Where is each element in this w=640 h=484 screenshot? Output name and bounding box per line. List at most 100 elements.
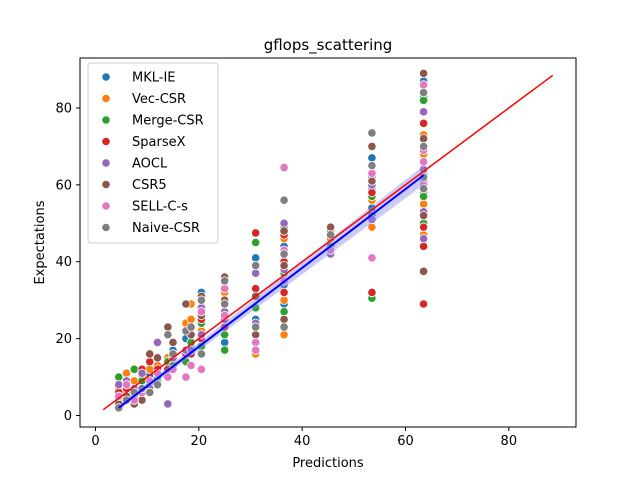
data-point: [418, 95, 429, 105]
axes-frame: [79, 57, 577, 428]
legend: MKL-IE Vec-CSR Merge-CSR SparseX AOCL CSR5 SEL…: [87, 62, 219, 244]
data-point: [168, 337, 178, 348]
data-point: [251, 330, 261, 340]
data-point: [196, 330, 207, 340]
x-axis-label: Predictions: [292, 456, 364, 471]
data-point: [152, 337, 163, 348]
legend-label: Vec-CSR: [132, 92, 186, 107]
data-point: [181, 372, 191, 382]
x-tick-label: 20: [191, 434, 208, 449]
data-point: [163, 399, 173, 409]
data-point: [251, 322, 261, 332]
data-point: [114, 380, 124, 390]
data-point: [418, 210, 429, 221]
data-point: [114, 372, 124, 382]
data-point: [325, 222, 336, 232]
data-point: [279, 218, 289, 228]
data-point: [129, 364, 139, 374]
data-point: [251, 284, 261, 294]
data-point: [251, 337, 261, 348]
legend-label: SELL-C-s: [132, 200, 188, 215]
data-point: [279, 260, 289, 271]
y-tick-label: 60: [55, 178, 72, 193]
plot-area: [102, 68, 554, 413]
x-tick-label: 0: [91, 434, 99, 449]
data-point: [145, 387, 155, 398]
data-point: [196, 364, 207, 374]
data-point: [220, 284, 230, 294]
data-point: [279, 314, 289, 324]
data-point: [121, 368, 132, 378]
data-point: [367, 253, 377, 263]
x-tick-label: 80: [501, 434, 518, 449]
data-point: [186, 360, 196, 371]
legend-label: Naive-CSR: [132, 221, 200, 236]
data-point: [418, 141, 429, 152]
data-point: [279, 287, 289, 298]
data-point: [418, 87, 429, 98]
axis-ticks: 0 20 40 60 80 0 20 40 60 80: [55, 101, 517, 449]
legend-label: SparseX: [132, 135, 186, 150]
data-point: [251, 228, 261, 238]
legend-marker: [101, 115, 111, 125]
data-point: [367, 161, 377, 171]
data-point: [137, 368, 147, 378]
legend-marker: [101, 136, 111, 147]
data-point: [279, 330, 289, 340]
data-point: [325, 230, 336, 240]
data-point: [418, 191, 429, 201]
data-point: [279, 322, 289, 332]
data-point: [418, 241, 429, 251]
data-point: [196, 349, 207, 359]
fit-line: [118, 174, 425, 409]
data-point: [418, 199, 429, 209]
data-point: [367, 141, 377, 152]
data-point: [145, 357, 155, 367]
data-point: [251, 268, 261, 278]
data-point: [418, 234, 429, 244]
data-point: [418, 68, 429, 78]
data-point: [367, 128, 377, 138]
data-point: [418, 172, 429, 182]
data-point: [121, 380, 132, 390]
data-point: [196, 307, 207, 317]
data-point: [279, 195, 289, 205]
legend-label: CSR5: [132, 178, 167, 193]
data-point: [196, 295, 207, 305]
data-point: [163, 372, 173, 382]
data-point: [251, 237, 261, 248]
data-point: [418, 184, 429, 194]
y-tick-label: 40: [55, 255, 72, 270]
data-point: [418, 157, 429, 167]
data-point: [181, 299, 191, 309]
legend-marker: [101, 72, 111, 82]
data-point: [418, 299, 429, 309]
data-point: [279, 162, 289, 173]
data-point: [163, 322, 173, 332]
data-point: [418, 134, 429, 144]
data-point: [186, 322, 196, 332]
data-point: [220, 337, 230, 348]
data-point: [279, 295, 289, 305]
y-tick-label: 20: [55, 332, 72, 347]
data-point: [186, 314, 196, 324]
y-tick-label: 80: [55, 101, 72, 116]
data-point: [251, 260, 261, 271]
data-point: [220, 345, 230, 355]
legend-label: AOCL: [132, 157, 168, 172]
x-tick-label: 40: [294, 434, 311, 449]
data-point: [279, 249, 289, 259]
data-point: [145, 349, 155, 359]
data-point: [114, 391, 124, 401]
data-point: [418, 266, 429, 276]
x-tick-label: 60: [397, 434, 414, 449]
data-point: [152, 353, 163, 363]
legend-marker: [101, 93, 111, 104]
series-sell-c-s: [114, 80, 429, 405]
data-point: [367, 168, 377, 178]
y-axis-label: Expectations: [33, 200, 48, 284]
data-point: [163, 330, 173, 340]
data-point: [220, 299, 230, 309]
